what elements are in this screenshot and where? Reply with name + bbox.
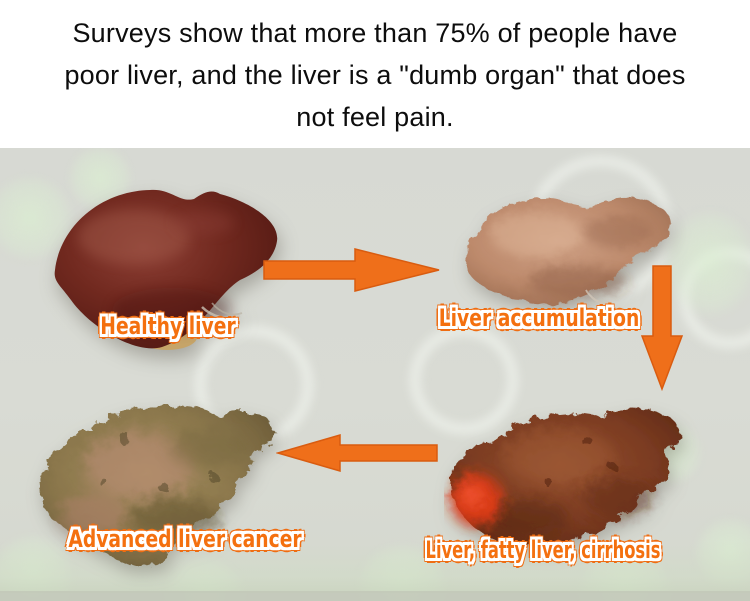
stage-advanced-liver-cancer [34,398,282,576]
header-caption: Surveys show that more than 75% of peopl… [0,0,750,148]
arrow-right-icon [263,248,440,292]
header-line-2: poor liver, and the liver is a "dumb org… [64,60,686,90]
bottom-strip [0,591,750,601]
advanced-liver-cancer-label: Advanced liver cancer [68,525,302,553]
arrow-left-icon [276,434,438,472]
header-line-1: Surveys show that more than 75% of peopl… [72,18,678,48]
stage-liver-accumulation [458,190,680,314]
arrow-down-icon [640,265,684,391]
liver-accumulation-illustration [465,197,671,304]
advanced-liver-cancer-illustration [41,404,274,568]
fatty-liver-cirrhosis-illustration [450,408,679,545]
stage-fatty-liver-cirrhosis [438,402,688,562]
stage-healthy-liver [52,185,282,355]
fatty-liver-cirrhosis-label: Liver, fatty liver, cirrhosis [425,536,661,564]
header-line-3: not feel pain. [296,102,454,132]
liver-progression-diagram: Healthy liver Liver accumulation Liver, … [0,148,750,601]
background-ring [410,326,518,434]
healthy-liver-illustration [54,189,278,350]
healthy-liver-label: Healthy liver [100,312,236,340]
liver-accumulation-label: Liver accumulation [438,304,640,332]
